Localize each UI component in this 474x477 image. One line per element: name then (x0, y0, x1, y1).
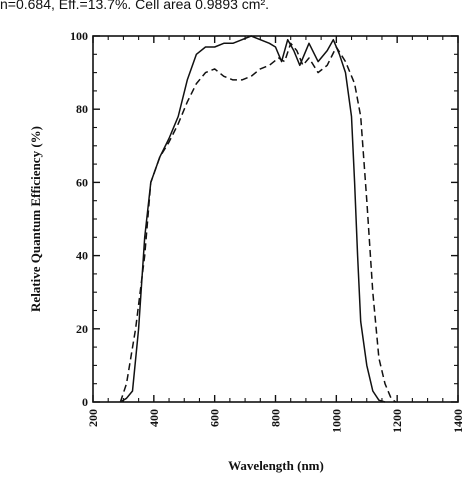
y-tick-label: 20 (76, 322, 88, 336)
y-tick-label: 60 (76, 175, 88, 189)
y-tick-label: 80 (76, 102, 88, 116)
y-tick-label: 100 (70, 29, 88, 43)
tick-labels: 200 400 600 800 1000 1200 1400 0 20 40 60 80 100 (70, 29, 465, 433)
chart-caption: n=0.684, Eff.=13.7%. Cell area 0.9893 cm… (0, 0, 270, 12)
y-tick-label: 0 (82, 395, 88, 409)
x-tick-label: 600 (208, 409, 222, 427)
x-tick-label: 1400 (451, 409, 465, 433)
axis-ticks (92, 35, 459, 403)
series-line-solid (120, 35, 386, 403)
y-tick-label: 40 (76, 249, 88, 263)
plot-frame (92, 35, 459, 403)
x-tick-label: 1200 (390, 409, 404, 433)
x-axis-title: Wavelength (nm) (228, 458, 324, 473)
x-tick-label: 200 (86, 409, 100, 427)
series-group (119, 35, 397, 403)
x-tick-label: 1000 (329, 409, 343, 433)
series-line-dashed (119, 42, 397, 403)
y-axis-title: Relative Quantum Efficiency (%) (28, 126, 43, 312)
x-tick-label: 400 (147, 409, 161, 427)
x-tick-label: 800 (269, 409, 283, 427)
